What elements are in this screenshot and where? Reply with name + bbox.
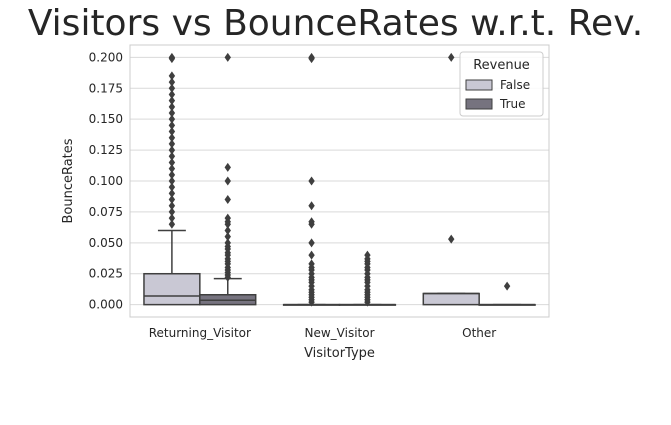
box-true-other — [478, 281, 536, 306]
outlier-point — [308, 176, 315, 186]
outlier-point — [168, 164, 176, 174]
outlier-point — [168, 182, 176, 192]
legend-title: Revenue — [473, 58, 530, 73]
outlier-point — [168, 170, 176, 180]
outlier-point — [168, 188, 176, 198]
outlier-point — [168, 114, 176, 124]
y-tick-label: 0.050 — [89, 236, 123, 250]
outlier-point — [364, 297, 371, 307]
x-axis-ticks: Returning_Visitor New_Visitor Other — [149, 326, 497, 340]
outlier-point — [308, 201, 315, 211]
outlier-point — [168, 139, 176, 149]
box-false-other — [422, 52, 480, 306]
outlier-point — [224, 232, 231, 242]
y-tick-label: 0.000 — [89, 298, 123, 312]
y-tick-label: 0.100 — [89, 174, 123, 188]
legend-swatch — [465, 98, 493, 110]
outlier-point — [224, 219, 231, 229]
outlier-point — [503, 281, 511, 291]
outlier-point — [168, 102, 176, 112]
outlier-point — [168, 195, 176, 205]
outlier-point — [168, 120, 176, 130]
x-axis-label: VisitorType — [304, 346, 375, 361]
x-tick-label: Returning_Visitor — [149, 326, 251, 340]
outlier-point — [168, 108, 176, 118]
y-tick-label: 0.150 — [89, 112, 123, 126]
y-axis-ticks: 0.000 0.025 0.050 0.075 0.100 0.125 0.150 0.175… — [89, 50, 123, 311]
outlier-point — [168, 151, 176, 161]
y-axis-label: BounceRates — [61, 138, 76, 223]
outlier-point — [168, 89, 176, 99]
box-series — [143, 52, 536, 307]
chart-title: Visitors vs BounceRates w.r.t. Rev. — [27, 3, 644, 44]
outlier-point — [224, 176, 231, 186]
outlier-point — [224, 52, 231, 62]
outlier-point — [308, 297, 315, 307]
outlier-point — [308, 219, 315, 229]
legend-label: False — [500, 78, 530, 92]
outlier-point — [168, 157, 176, 167]
outlier-point — [168, 201, 176, 211]
x-tick-label: Other — [462, 326, 496, 340]
y-tick-label: 0.025 — [89, 267, 123, 281]
outlier-point — [168, 133, 176, 143]
box-true-returning-visitor — [199, 52, 257, 306]
outlier-point — [224, 162, 231, 172]
box-false-returning-visitor — [143, 52, 201, 306]
legend-label: True — [499, 97, 526, 111]
outlier-point — [168, 213, 176, 223]
outlier-point — [168, 176, 176, 186]
box-body — [422, 292, 480, 306]
box-true-new-visitor — [338, 250, 397, 307]
outlier-point — [448, 234, 455, 244]
y-tick-label: 0.075 — [89, 205, 123, 219]
outlier-point — [168, 83, 176, 93]
outlier-point — [308, 238, 315, 248]
outlier-point — [448, 52, 455, 62]
legend-entries: False True — [465, 78, 530, 111]
outlier-point — [168, 71, 176, 81]
outlier-point — [168, 207, 176, 217]
outlier-point — [224, 195, 231, 205]
outlier-point — [168, 127, 176, 137]
outlier-point — [224, 272, 231, 282]
legend-swatch — [465, 79, 493, 91]
outlier-point — [168, 54, 176, 64]
box-body — [143, 272, 201, 306]
y-tick-label: 0.125 — [89, 143, 123, 157]
x-tick-label: New_Visitor — [304, 326, 374, 340]
outlier-point — [168, 145, 176, 155]
outlier-point — [168, 96, 176, 106]
outlier-point — [168, 219, 176, 229]
outlier-point — [168, 77, 176, 87]
box-false-new-visitor — [282, 52, 341, 307]
outlier-point — [308, 250, 315, 260]
outlier-point — [308, 54, 315, 64]
y-tick-label: 0.200 — [89, 50, 123, 64]
y-tick-label: 0.175 — [89, 81, 123, 95]
plot-area — [129, 44, 550, 318]
outlier-point — [224, 225, 231, 235]
legend: Revenue False True — [459, 51, 544, 117]
